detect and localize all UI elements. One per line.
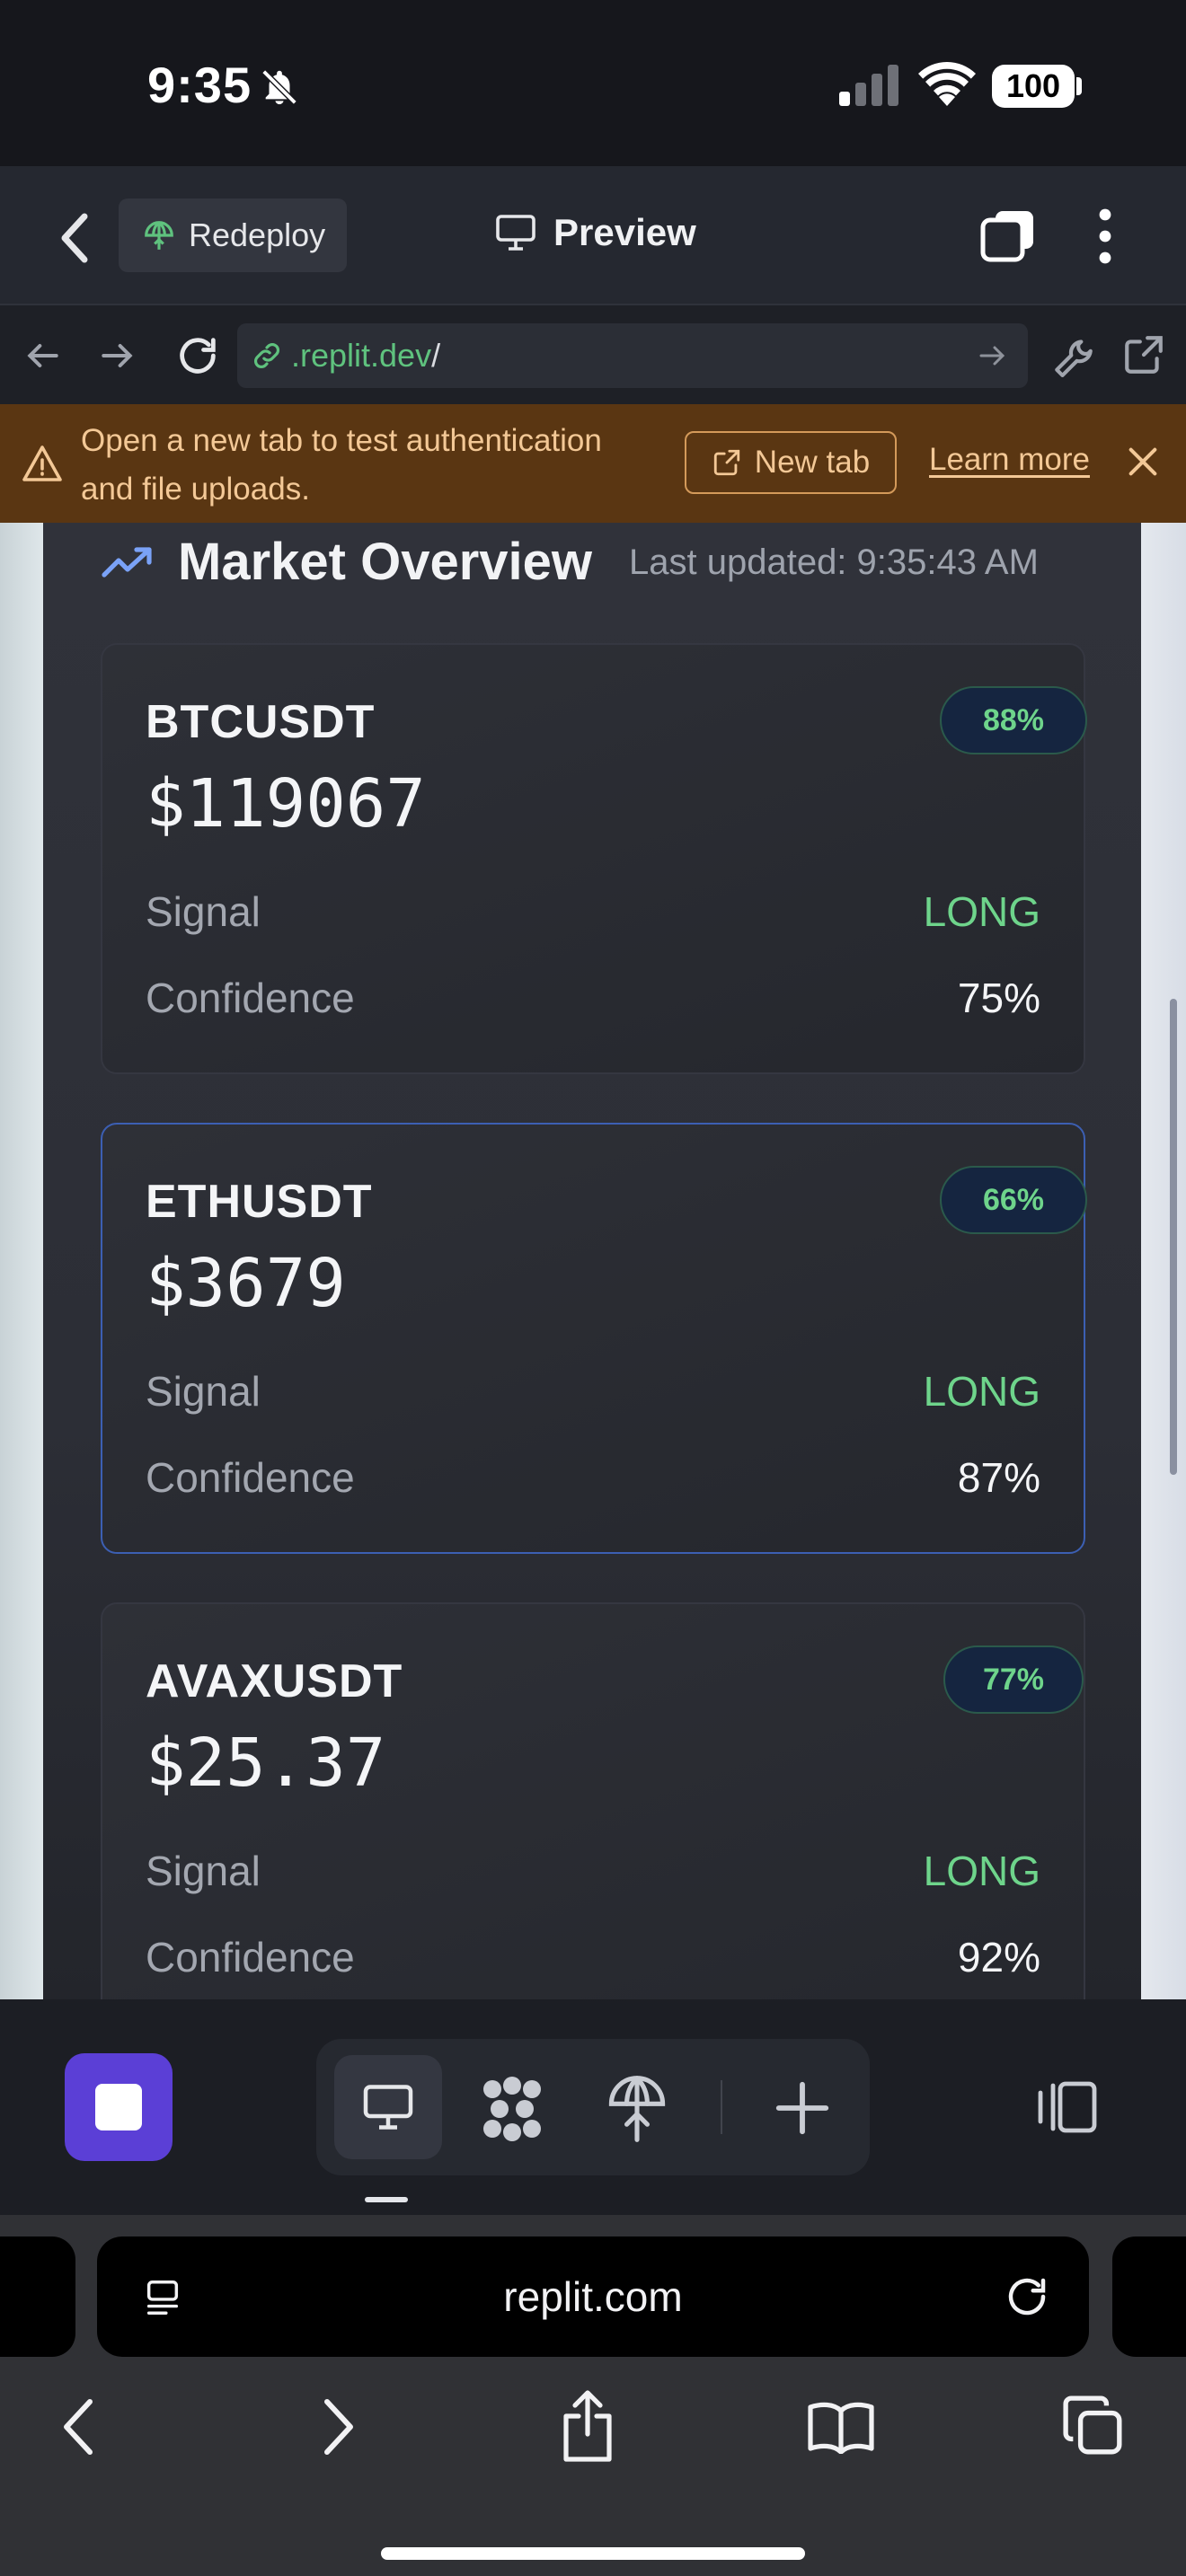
- card-price: $3679: [146, 1245, 346, 1322]
- card-score-badge: 88%: [940, 686, 1087, 754]
- card-symbol: BTCUSDT: [146, 696, 376, 748]
- warning-icon: [22, 446, 62, 481]
- confidence-value: 87%: [957, 1454, 1040, 1501]
- scrollbar[interactable]: [1170, 999, 1177, 1475]
- redeploy-label: Redeploy: [189, 216, 326, 253]
- safari-forward-icon[interactable]: [316, 2395, 359, 2459]
- tool-preview-button[interactable]: [334, 2055, 442, 2159]
- market-panel: Market Overview Last updated: 9:35:43 AM…: [43, 523, 1141, 1999]
- card-price: $119067: [146, 765, 426, 842]
- close-icon[interactable]: [1125, 444, 1161, 480]
- monitor-icon: [363, 2085, 413, 2130]
- url-host: .replit.dev: [291, 337, 432, 374]
- signal-value: LONG: [923, 1368, 1040, 1415]
- confidence-label: Confidence: [146, 975, 355, 1021]
- bell-muted-icon: [261, 69, 297, 105]
- card-symbol: ETHUSDT: [146, 1176, 373, 1228]
- new-tab-label: New tab: [754, 445, 871, 480]
- replit-header: Redeploy Preview: [0, 166, 1186, 305]
- preview-label: Preview: [553, 211, 696, 253]
- webview-url-row: .replit.dev /: [0, 305, 1186, 404]
- auth-warning-banner: Open a new tab to test authentication an…: [0, 404, 1186, 523]
- split-view-icon[interactable]: [1035, 2078, 1100, 2136]
- safari-bottom-bar: replit.com: [0, 2215, 1186, 2576]
- card-price: $25.37: [146, 1725, 386, 1802]
- market-card-avaxusdt[interactable]: AVAXUSDT 77% $25.37 Signal LONG Confiden…: [101, 1602, 1085, 1999]
- confidence-value: 75%: [957, 975, 1040, 1021]
- card-score-badge: 77%: [943, 1645, 1084, 1714]
- open-external-icon: [713, 449, 739, 476]
- banner-message: Open a new tab to test authentication an…: [81, 423, 602, 507]
- reload-icon[interactable]: [1003, 2272, 1051, 2321]
- trending-up-icon: [102, 546, 152, 578]
- wrench-icon[interactable]: [1051, 332, 1096, 377]
- status-time: 9:35: [147, 57, 252, 113]
- redeploy-button[interactable]: Redeploy: [119, 198, 347, 272]
- page-format-icon[interactable]: [142, 2276, 183, 2319]
- deploy-icon: [145, 221, 173, 250]
- next-tab-peek[interactable]: [1112, 2236, 1186, 2357]
- arrow-left-icon[interactable]: [23, 336, 63, 375]
- confidence-label: Confidence: [146, 1934, 355, 1981]
- link-icon: [254, 343, 279, 368]
- battery-level: 100: [992, 65, 1075, 108]
- wifi-icon: [918, 62, 976, 106]
- url-path: /: [431, 337, 441, 374]
- more-options-icon[interactable]: [1087, 206, 1123, 267]
- signal-label: Signal: [146, 1848, 261, 1894]
- tool-switcher: [316, 2039, 870, 2175]
- replit-bottom-toolbar: [0, 1999, 1186, 2215]
- stop-button[interactable]: [65, 2053, 173, 2161]
- preview-title: Preview: [494, 211, 696, 254]
- confidence-label: Confidence: [146, 1454, 355, 1501]
- previous-tab-peek[interactable]: [0, 2236, 75, 2357]
- tabs-overview-icon[interactable]: [1062, 2395, 1125, 2457]
- monitor-icon: [496, 215, 535, 251]
- market-overview-title: Market Overview: [178, 533, 593, 591]
- reload-icon[interactable]: [174, 332, 221, 379]
- open-external-icon[interactable]: [1121, 332, 1166, 377]
- app-preview-viewport: Market Overview Last updated: 9:35:43 AM…: [0, 523, 1186, 1999]
- safari-back-icon[interactable]: [58, 2395, 101, 2459]
- back-chevron-icon[interactable]: [56, 211, 95, 265]
- battery-tip: [1076, 77, 1082, 95]
- market-card-btcusdt[interactable]: BTCUSDT 88% $119067 Signal LONG Confiden…: [101, 643, 1087, 1074]
- stacked-windows-icon[interactable]: [979, 207, 1037, 265]
- learn-more-link[interactable]: Learn more: [929, 442, 1090, 477]
- share-icon[interactable]: [559, 2387, 616, 2463]
- last-updated-text: Last updated: 9:35:43 AM: [629, 543, 1039, 582]
- market-card-ethusdt[interactable]: ETHUSDT 66% $3679 Signal LONG Confidence…: [101, 1123, 1087, 1554]
- home-indicator[interactable]: [381, 2547, 805, 2560]
- card-score-badge: 66%: [940, 1166, 1087, 1234]
- signal-label: Signal: [146, 888, 261, 935]
- confidence-value: 92%: [957, 1934, 1040, 1981]
- status-bar: 9:35 100: [0, 0, 1186, 166]
- active-tool-indicator: [365, 2197, 408, 2202]
- arrow-right-icon[interactable]: [97, 336, 137, 375]
- safari-address-bar[interactable]: replit.com: [97, 2236, 1089, 2357]
- signal-value: LONG: [923, 1848, 1040, 1894]
- signal-label: Signal: [146, 1368, 261, 1415]
- signal-value: LONG: [923, 888, 1040, 935]
- bookmarks-icon[interactable]: [807, 2400, 875, 2454]
- go-arrow-icon[interactable]: [976, 340, 1008, 372]
- safari-domain: replit.com: [503, 2273, 683, 2320]
- url-input[interactable]: .replit.dev /: [237, 323, 1028, 388]
- cellular-signal-icon: [839, 65, 898, 106]
- toolbar-divider: [721, 2080, 722, 2134]
- market-overview-header: Market Overview: [101, 532, 592, 592]
- agent-icon[interactable]: [476, 2073, 548, 2145]
- plus-icon[interactable]: [771, 2077, 834, 2139]
- deployments-icon[interactable]: [606, 2073, 668, 2145]
- card-symbol: AVAXUSDT: [146, 1655, 403, 1707]
- new-tab-button[interactable]: New tab: [685, 431, 897, 494]
